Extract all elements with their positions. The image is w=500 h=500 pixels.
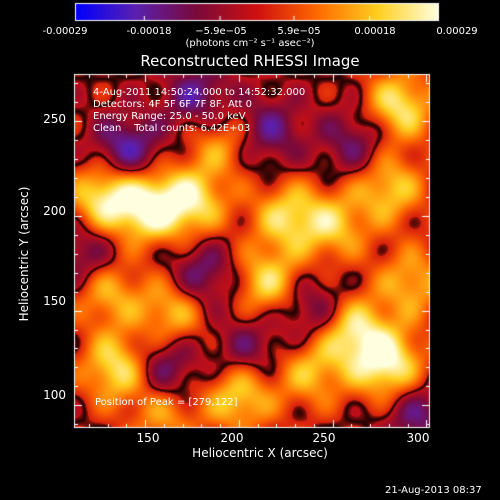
colorbar-tick-label: -0.00029 — [42, 26, 88, 37]
info-detectors: Detectors: 4F 5F 6F 7F 8F, Att 0 — [93, 99, 253, 110]
y-tick-label: 200 — [43, 204, 66, 218]
colorbar-unit-label: (photons cm⁻² s⁻¹ asec⁻²) — [185, 38, 315, 49]
colorbar-tick-label: −5.9e−05 — [195, 26, 247, 37]
info-clean-counts: Clean Total counts: 6.42E+03 — [93, 123, 251, 134]
x-axis-label: Heliocentric X (arcsec) — [192, 446, 328, 460]
colorbar-tick-label: -0.00018 — [126, 26, 172, 37]
x-tick-label: 300 — [406, 431, 430, 445]
y-axis-label: Heliocentric Y (arcsec) — [17, 186, 31, 322]
colorbar-tick-label: 0.00018 — [354, 26, 396, 37]
footer-date: 21-Aug-2013 08:37 — [385, 485, 482, 496]
chart-title: Reconstructed RHESSI Image — [140, 52, 360, 70]
peak-position-label: Position of Peak = [279,122] — [95, 397, 238, 408]
y-tick-label: 250 — [43, 112, 66, 126]
info-energy-range: Energy Range: 25.0 - 50.0 keV — [93, 111, 246, 122]
info-time-range: 4-Aug-2011 14:50:24.000 to 14:52:32.000 — [93, 87, 306, 98]
colorbar-tick-label: 0.00029 — [436, 26, 478, 37]
y-tick-label: 150 — [43, 294, 66, 308]
x-tick-label: 150 — [136, 431, 160, 445]
x-tick-label: 250 — [312, 431, 336, 445]
y-tick-label: 100 — [43, 388, 66, 402]
x-tick-label: 200 — [220, 431, 244, 445]
colorbar-tick-label: 5.9e−05 — [277, 26, 321, 37]
